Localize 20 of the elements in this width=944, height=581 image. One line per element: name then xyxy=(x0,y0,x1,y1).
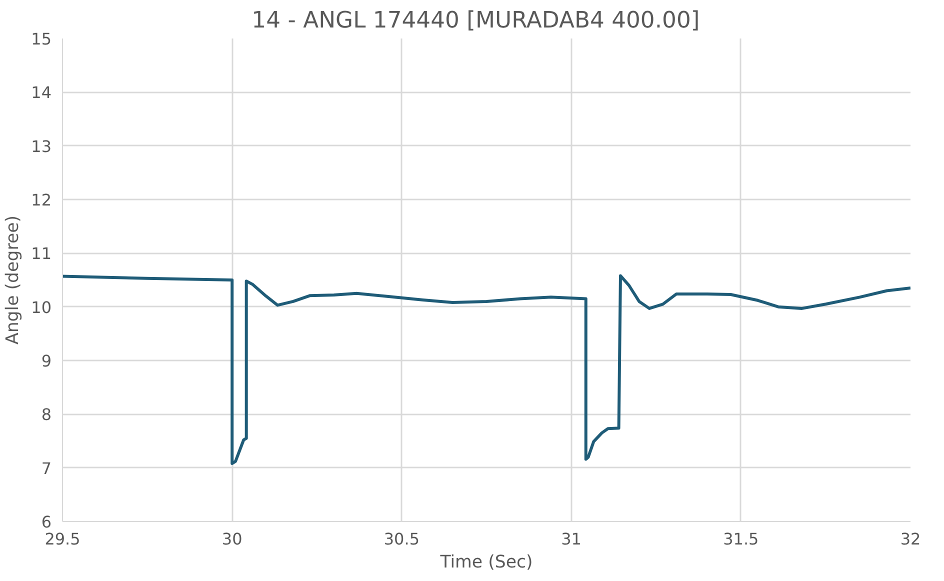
y-tick-label: 15 xyxy=(31,30,52,48)
chart-title: 14 - ANGL 174440 [MURADAB4 400.00] xyxy=(252,8,700,34)
y-tick-label: 12 xyxy=(31,190,52,210)
x-tick-label: 29.5 xyxy=(44,530,80,548)
y-tick-label: 7 xyxy=(41,458,52,478)
y-tick-label: 6 xyxy=(41,512,52,532)
y-tick-label: 11 xyxy=(31,244,52,264)
line-series xyxy=(62,274,910,466)
y-axis-title: Angle (degree) xyxy=(3,215,24,345)
x-tick-label: 31.5 xyxy=(723,530,759,548)
y-tick-label: 10 xyxy=(31,298,52,317)
x-tick-label: 31 xyxy=(561,530,582,548)
x-tick-label: 30.5 xyxy=(384,530,420,548)
y-tick-label: 8 xyxy=(41,405,52,424)
x-axis-title: Time (Sec) xyxy=(439,552,533,572)
y-tick-label: 9 xyxy=(41,352,52,370)
x-tick-label: 30 xyxy=(222,530,242,548)
y-tick-label: 13 xyxy=(31,136,52,156)
y-tick-label: 14 xyxy=(31,83,52,102)
x-tick-label: 32 xyxy=(900,530,921,548)
